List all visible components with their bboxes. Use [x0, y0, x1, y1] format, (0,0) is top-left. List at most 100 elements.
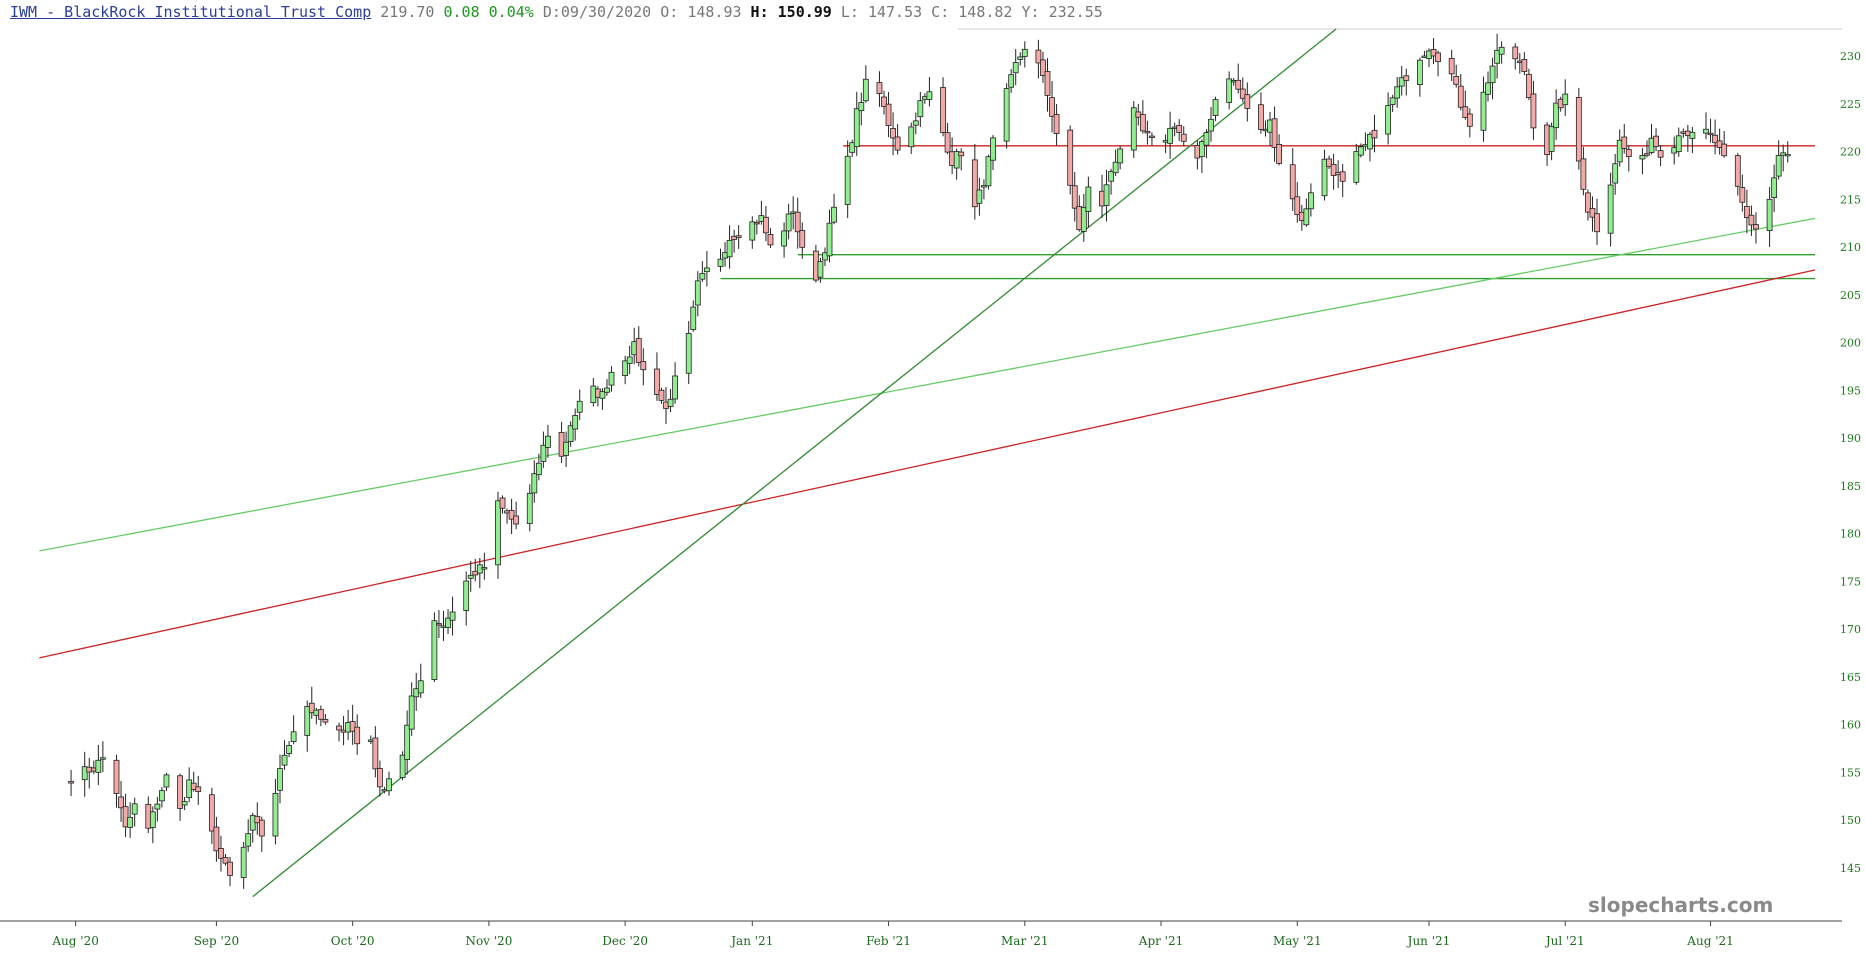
candle-up	[849, 142, 856, 153]
candle-up	[1357, 146, 1364, 156]
candle-down	[1721, 143, 1728, 157]
candle-up	[1771, 177, 1778, 198]
candle-up	[127, 816, 134, 828]
candle-up	[1639, 155, 1646, 160]
candle-up	[535, 462, 542, 476]
candle-up	[277, 768, 283, 791]
candle-down	[1653, 135, 1659, 147]
candle-up	[749, 221, 756, 241]
candle-down	[1575, 97, 1582, 162]
candle-down	[1621, 136, 1628, 149]
candle-up	[690, 306, 697, 330]
candle-down	[1289, 164, 1296, 200]
candle-down	[1149, 135, 1155, 138]
candle-down	[1139, 114, 1146, 132]
candle-up	[1321, 158, 1328, 197]
candle-down	[1580, 158, 1587, 190]
candle-up	[781, 230, 787, 247]
candle-up	[604, 387, 610, 393]
x-tick-label: Feb '21	[866, 934, 911, 948]
candle-up	[599, 391, 606, 399]
candle-up	[717, 258, 724, 267]
candle-down	[372, 737, 379, 770]
candle-down	[971, 159, 978, 208]
candle-down	[499, 497, 506, 509]
y-tick-label: 175	[1840, 575, 1861, 588]
candle-up	[608, 371, 615, 386]
watermark: slopecharts.com	[1588, 893, 1774, 917]
candle-down	[1712, 134, 1718, 144]
symbol-link[interactable]: IWM - BlackRock Institutional Trust Comp	[10, 3, 372, 21]
candle-down	[881, 96, 887, 107]
candle-up	[1703, 128, 1709, 134]
candle-up	[1612, 163, 1619, 184]
x-tick-label: Oct '20	[331, 934, 375, 948]
candle-up	[1085, 186, 1092, 212]
candle-down	[377, 768, 383, 788]
candle-up	[1167, 127, 1174, 144]
change-percent: 0.04%	[488, 3, 534, 21]
candle-up	[926, 91, 933, 100]
candle-up	[240, 846, 247, 878]
x-tick-label: Jun '21	[1406, 934, 1451, 948]
candle-down	[1053, 114, 1060, 134]
y-tick-label: 180	[1840, 528, 1861, 541]
candle-up	[726, 239, 733, 258]
candle-down	[890, 128, 896, 139]
candle-down	[640, 361, 647, 371]
candle-down	[1326, 158, 1332, 168]
candle-up	[1607, 184, 1614, 234]
candle-up	[463, 580, 470, 611]
candle-up	[1212, 99, 1219, 116]
candle-down	[1734, 155, 1741, 187]
x-tick-label: Aug '21	[1686, 934, 1733, 948]
candle-down	[1294, 196, 1301, 216]
candle-up	[1548, 126, 1555, 152]
candle-up	[1616, 139, 1623, 163]
candle-up	[572, 415, 579, 430]
y-tick-label: 190	[1840, 432, 1861, 445]
candle-up	[912, 120, 919, 126]
candle-up	[1394, 86, 1401, 99]
candle-up	[304, 706, 311, 736]
x-axis-ticks: Aug '20 Sep '20 Oct '20 Nov '20 Dec '20 Jan '…	[51, 921, 1734, 948]
candle-up	[1775, 155, 1782, 177]
candle-down	[1040, 59, 1046, 76]
candle-down	[436, 623, 442, 626]
candle-down	[1403, 75, 1410, 81]
candle-down	[1239, 88, 1246, 99]
candle-down	[654, 368, 660, 395]
candle-up	[290, 731, 297, 742]
candle-up	[1208, 118, 1214, 132]
candle-up	[976, 189, 983, 204]
candle-down	[767, 234, 774, 246]
candle-down	[1258, 104, 1264, 130]
candle-down	[122, 806, 129, 828]
candle-up	[1307, 192, 1314, 210]
candle-down	[1466, 113, 1473, 127]
candle-down	[190, 782, 197, 790]
candle-down	[1271, 118, 1278, 148]
y-tick-label: 155	[1840, 766, 1861, 779]
candle-up	[81, 766, 88, 781]
candle-down	[258, 819, 265, 837]
candle-down	[336, 725, 342, 731]
candle-up	[531, 473, 538, 494]
x-tick-label: Aug '20	[51, 934, 98, 948]
y-tick-label: 220	[1840, 146, 1861, 159]
candle-up	[131, 803, 138, 815]
candle-down	[254, 815, 261, 824]
candle-down	[1049, 97, 1055, 117]
candle-up	[445, 617, 451, 628]
candle-up	[1367, 133, 1373, 150]
date-label: D:	[542, 3, 561, 21]
candle-up	[159, 790, 165, 802]
candle-up	[1080, 207, 1087, 232]
y-tick-label: 160	[1840, 719, 1861, 732]
candle-up	[1199, 141, 1205, 158]
candle-down	[1276, 143, 1283, 164]
candle-up	[417, 680, 424, 694]
candle-down	[1071, 185, 1078, 209]
candle-up	[286, 745, 292, 754]
